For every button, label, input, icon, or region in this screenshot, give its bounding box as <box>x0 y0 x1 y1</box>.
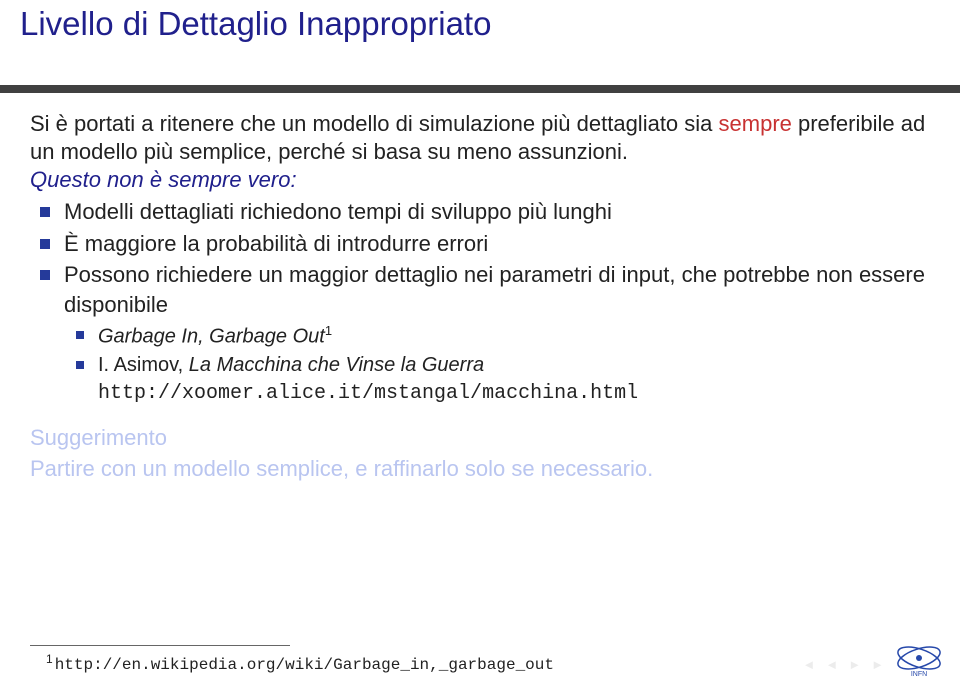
sub-bullet-list: Garbage In, Garbage Out1 I. Asimov, La M… <box>64 322 930 408</box>
footnote-url: http://en.wikipedia.org/wiki/Garbage_in,… <box>55 656 554 674</box>
footnote-sup: 1 <box>46 652 53 666</box>
bullet-item: È maggiore la probabilità di introdurre … <box>64 229 930 259</box>
bullet-item: Possono richiedere un maggior dettaglio … <box>64 260 930 407</box>
sub-bullet-italic: Garbage In, Garbage Out <box>98 325 325 347</box>
intro-text: Si è portati a ritenere che un modello d… <box>30 110 930 165</box>
nav-prev-icon[interactable]: ◄ <box>803 657 816 672</box>
bullet-text: Modelli dettagliati richiedono tempi di … <box>64 199 612 224</box>
nav-fwd-icon[interactable]: ► <box>848 657 861 672</box>
footnote-marker: 1 <box>325 323 332 338</box>
slide: Livello di Dettaglio Inappropriato Si è … <box>0 0 960 690</box>
suggestion-box: Suggerimento Partire con un modello semp… <box>30 425 910 484</box>
sub-bullet-item: I. Asimov, La Macchina che Vinse la Guer… <box>98 352 930 407</box>
sub-bullet-item: Garbage In, Garbage Out1 <box>98 322 930 351</box>
bullet-item: Modelli dettagliati richiedono tempi di … <box>64 197 930 227</box>
intro-pre: Si è portati a ritenere che un modello d… <box>30 111 719 136</box>
intro-red: sempre <box>719 111 792 136</box>
suggestion-title: Suggerimento <box>30 425 910 451</box>
bullet-text: Possono richiedere un maggior dettaglio … <box>64 262 925 317</box>
svg-text:INFN: INFN <box>911 671 927 678</box>
slide-body: Si è portati a ritenere che un modello d… <box>30 110 930 484</box>
bullet-text: È maggiore la probabilità di introdurre … <box>64 231 488 256</box>
sub-bullet-italic: La Macchina che Vinse la Guerra <box>189 354 484 376</box>
suggestion-body: Partire con un modello semplice, e raffi… <box>30 455 910 484</box>
sub-bullet-url: http://xoomer.alice.it/mstangal/macchina… <box>98 382 638 405</box>
footnote-rule <box>30 645 290 646</box>
footnote: 1http://en.wikipedia.org/wiki/Garbage_in… <box>46 656 554 674</box>
slide-title: Livello di Dettaglio Inappropriato <box>20 5 491 43</box>
nav-back-icon[interactable]: ◄ <box>825 657 838 672</box>
title-rule <box>0 85 960 93</box>
sub-bullet-prefix: I. Asimov, <box>98 354 189 376</box>
lead-text: Questo non è sempre vero: <box>30 167 930 193</box>
nav-next-icon[interactable]: ► <box>871 657 884 672</box>
nav-icons: ◄ ◄ ► ► <box>803 657 885 672</box>
bullet-list: Modelli dettagliati richiedono tempi di … <box>30 197 930 407</box>
infn-logo-icon: INFN <box>894 640 944 678</box>
